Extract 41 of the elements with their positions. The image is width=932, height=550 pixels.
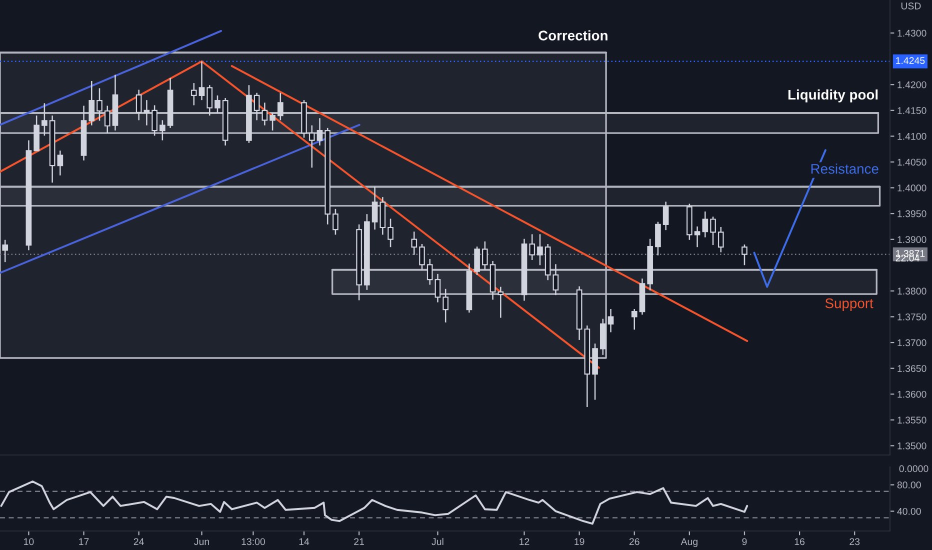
y-tick-label: 1.4000: [898, 184, 926, 192]
y-tick-label: 1.3800: [898, 288, 926, 295]
x-tick-label: 23: [850, 538, 860, 546]
text: 22:04: [896, 254, 920, 262]
x-tick-label: 21: [354, 538, 364, 545]
x-tick-label: 19: [574, 538, 584, 546]
x-tick-label: 9: [742, 538, 747, 546]
x-tick-label: Jun: [194, 538, 209, 546]
annotation: Support: [825, 298, 874, 311]
text: 0.0000: [899, 465, 928, 472]
ref-line-label: 1.4245: [896, 57, 925, 64]
x-tick-label: 10: [24, 538, 34, 546]
x-tick-label: Aug: [680, 538, 698, 548]
y-tick-label: 1.3700: [898, 339, 926, 346]
y-tick-label: 1.4300: [898, 30, 926, 37]
y-tick-label: 1.3550: [898, 416, 926, 424]
y-tick-label: 80.00: [897, 482, 921, 488]
annotation: Correction: [538, 30, 608, 40]
x-tick-label: Jul: [432, 538, 444, 546]
y-tick-label: 1.4050: [898, 158, 926, 166]
annotation: Resistance: [811, 164, 878, 174]
y-tick-label: 40.00: [897, 508, 921, 515]
ref-line-label: 1.3871: [896, 250, 925, 257]
x-tick-label: 17: [79, 538, 89, 545]
y-tick-label: 1.3900: [898, 236, 926, 243]
y-tick-label: 1.4200: [898, 81, 926, 88]
y-tick-label: 1.3600: [898, 390, 926, 398]
text: USD: [901, 2, 921, 10]
y-tick-label: 1.3500: [898, 442, 926, 450]
annotation: Liquidity pool: [788, 89, 878, 102]
x-tick-label: 12: [520, 538, 530, 545]
y-tick-label: 1.3950: [898, 210, 926, 218]
y-tick-label: 1.3750: [898, 313, 926, 320]
y-tick-label: 1.4150: [898, 107, 926, 114]
x-tick-label: 26: [629, 538, 640, 546]
y-tick-label: 1.4100: [898, 132, 926, 140]
x-tick-label: 24: [134, 538, 144, 545]
x-tick-label: 13:00: [242, 538, 265, 546]
x-tick-label: 14: [299, 538, 310, 545]
y-tick-label: 1.3650: [898, 365, 926, 372]
x-tick-label: 16: [794, 538, 805, 546]
